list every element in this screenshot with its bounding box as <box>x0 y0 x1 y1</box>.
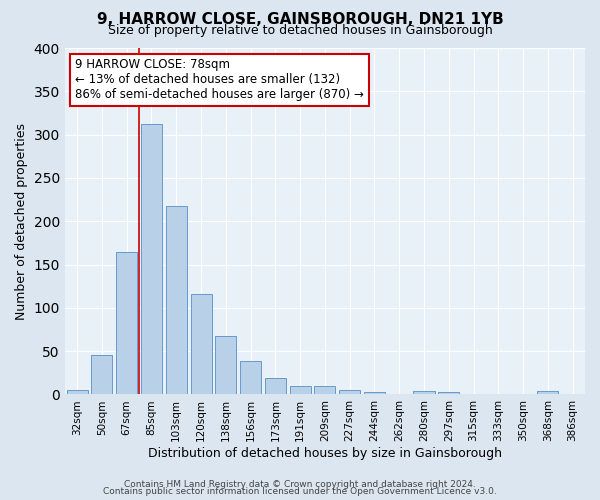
Bar <box>438 392 459 394</box>
Text: Size of property relative to detached houses in Gainsborough: Size of property relative to detached ho… <box>107 24 493 37</box>
Text: Contains public sector information licensed under the Open Government Licence v3: Contains public sector information licen… <box>103 488 497 496</box>
Bar <box>290 386 311 394</box>
Bar <box>67 390 88 394</box>
Bar <box>215 336 236 394</box>
Bar <box>116 252 137 394</box>
Bar <box>364 392 385 394</box>
Bar <box>166 206 187 394</box>
Bar <box>265 378 286 394</box>
Text: 9, HARROW CLOSE, GAINSBOROUGH, DN21 1YB: 9, HARROW CLOSE, GAINSBOROUGH, DN21 1YB <box>97 12 503 28</box>
Bar <box>191 294 212 394</box>
Text: 9 HARROW CLOSE: 78sqm
← 13% of detached houses are smaller (132)
86% of semi-det: 9 HARROW CLOSE: 78sqm ← 13% of detached … <box>75 58 364 102</box>
Bar <box>339 390 360 394</box>
Bar <box>240 360 261 394</box>
Bar <box>141 124 162 394</box>
Bar <box>91 354 112 395</box>
Bar <box>314 386 335 394</box>
Bar <box>413 391 434 394</box>
Bar <box>538 391 559 394</box>
Y-axis label: Number of detached properties: Number of detached properties <box>15 122 28 320</box>
Text: Contains HM Land Registry data © Crown copyright and database right 2024.: Contains HM Land Registry data © Crown c… <box>124 480 476 489</box>
X-axis label: Distribution of detached houses by size in Gainsborough: Distribution of detached houses by size … <box>148 447 502 460</box>
